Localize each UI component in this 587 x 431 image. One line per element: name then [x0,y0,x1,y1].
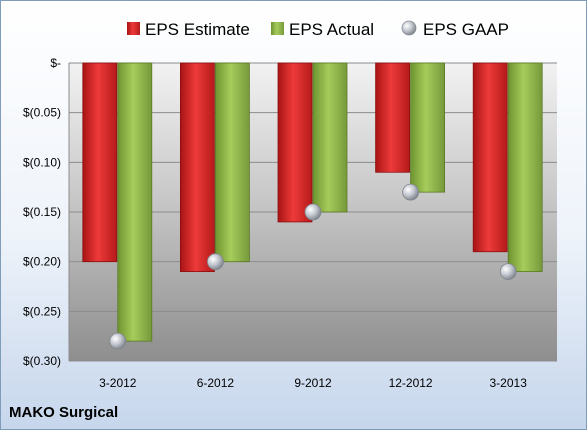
gaap-markers [109,183,517,350]
x-axis-labels: 3-2012 6-2012 9-2012 12-2012 3-2013 [99,376,527,390]
eps-estimate-bar [375,62,411,173]
x-tick-label: 3-2012 [99,376,137,390]
eps-estimate-bar [472,62,508,253]
x-tick-label: 9-2012 [294,376,332,390]
eps-estimate-bar [82,62,118,263]
eps-actual-bar [312,62,348,213]
x-tick-label: 6-2012 [197,376,235,390]
y-tick-label: $(0.10) [23,155,61,169]
y-tick-label: $(0.30) [23,354,61,368]
y-tick-label: $- [50,56,61,70]
y-tick-label: $(0.15) [23,205,61,219]
eps-actual-bar [410,62,446,193]
legend-label-estimate: EPS Estimate [145,20,250,39]
legend: EPS Estimate EPS Actual EPS GAAP [127,20,509,39]
eps-estimate-bar [179,62,215,273]
eps-actual-bar [214,62,250,263]
legend-swatch-gaap [401,20,417,36]
x-tick-label: 3-2013 [490,376,528,390]
y-tick-label: $(0.20) [23,255,61,269]
eps-gaap-marker [402,183,420,201]
company-name: MAKO Surgical [9,404,118,421]
y-tick-label: $(0.05) [23,106,61,120]
bars [82,62,543,342]
x-tick-label: 12-2012 [389,376,433,390]
eps-estimate-bar [277,62,313,223]
eps-gaap-marker [109,332,127,350]
y-axis-labels: $- $(0.05) $(0.10) $(0.15) $(0.20) $(0.25) $(0… [23,56,61,368]
legend-swatch-estimate [127,22,140,35]
legend-swatch-actual [271,22,284,35]
eps-gaap-marker [304,203,322,221]
y-tick-label: $(0.25) [23,304,61,318]
legend-label-gaap: EPS GAAP [423,20,509,39]
eps-gaap-marker [206,253,224,271]
legend-label-actual: EPS Actual [289,20,374,39]
eps-actual-bar [507,62,543,273]
eps-actual-bar [117,62,153,342]
eps-gaap-marker [499,263,517,281]
